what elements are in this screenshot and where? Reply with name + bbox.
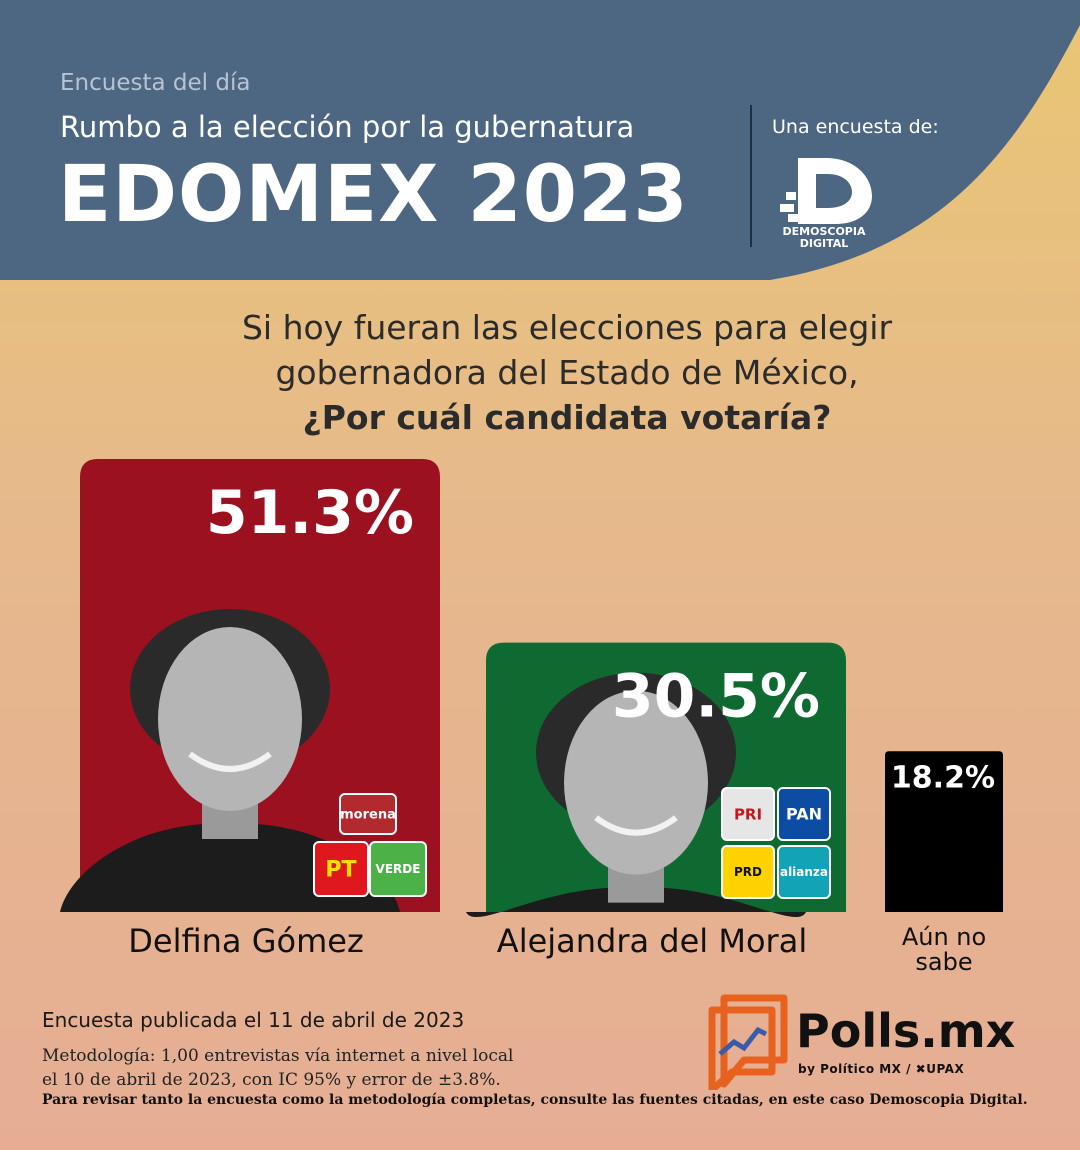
question-line-1: Si hoy fueran las elecciones para elegir [241, 308, 893, 347]
pollsmx-chart-icon [708, 994, 788, 1094]
logo-line2: DIGITAL [800, 237, 849, 250]
survey-question: Si hoy fueran las elecciones para elegir… [0, 305, 1080, 440]
party-pri-logo [721, 787, 775, 841]
category-label-2: Alejandra del Moral [497, 922, 807, 960]
footnotes: Encuesta publicada el 11 de abril de 202… [42, 1008, 1072, 1108]
pollsmx-wordmark: Polls.mx [796, 1004, 1016, 1058]
value-label-3: 18.2% [891, 760, 995, 795]
question-line-3: ¿Por cuál candidata votaría? [302, 398, 832, 437]
party-nueva-alianza-logo [777, 845, 831, 899]
subtitle: Rumbo a la elección por la gubernatura [60, 110, 635, 144]
demoscopia-logo: DEMOSCOPIA DIGITAL [780, 158, 872, 250]
published-date: Encuesta publicada el 11 de abril de 202… [42, 1008, 465, 1032]
party-pan-logo-label: PAN [786, 805, 822, 824]
party-prd-logo [721, 845, 775, 899]
methodology-line-1: Metodología: 1,00 entrevistas vía intern… [42, 1046, 514, 1066]
value-label-2: 30.5% [612, 662, 820, 732]
methodology: Metodología: 1,00 entrevistas vía intern… [42, 1044, 602, 1092]
header-divider [750, 105, 752, 247]
party-nueva-alianza-logo-label: alianza [780, 865, 828, 879]
survey-by-label: Una encuesta de: [772, 116, 939, 138]
methodology-line-2: el 10 de abril de 2023, con IC 95% y err… [42, 1070, 501, 1090]
bar-3 [885, 751, 1003, 912]
candidate-photo-2 [466, 672, 806, 918]
category-label-3-line-2: sabe [915, 948, 972, 976]
pollsmx-byline: by Político MX / ✖UPAX [798, 1062, 965, 1076]
disclaimer: Para revisar tanto la encuesta como la m… [42, 1092, 1028, 1108]
party-pri-logo-label: PRI [734, 805, 762, 823]
pollsmx-logo: Polls.mx by Político MX / ✖UPAX [706, 994, 1036, 1094]
party-morena-logo [339, 793, 397, 835]
party-prd-logo-label: PRD [734, 865, 762, 879]
page-title: EDOMEX 2023 [58, 150, 689, 240]
party-verde-logo [369, 841, 427, 897]
party-pt-logo [313, 841, 369, 897]
value-label-1: 51.3% [206, 478, 414, 548]
party-pt-logo-label: PT [325, 858, 356, 883]
party-morena-logo-label: morena [340, 808, 396, 823]
category-label-1: Delfina Gómez [128, 922, 363, 960]
party-verde-logo-label: VERDE [376, 862, 421, 876]
logo-line1: DEMOSCOPIA [783, 225, 866, 238]
party-pan-logo [777, 787, 831, 841]
category-label-3-line-1: Aún no [902, 923, 986, 951]
question-line-2: gobernadora del Estado de México, [275, 353, 859, 392]
kicker-text: Encuesta del día [60, 70, 251, 96]
